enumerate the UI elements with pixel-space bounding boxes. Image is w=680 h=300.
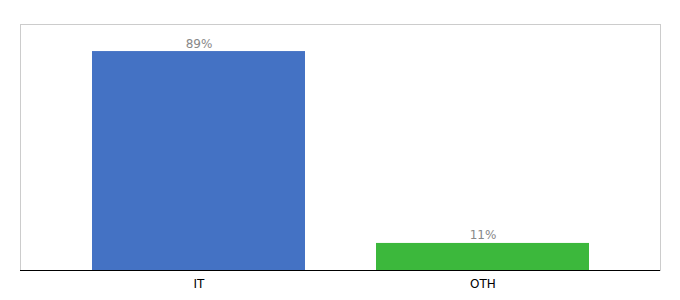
svg-text:89%: 89% (186, 37, 213, 51)
svg-text:IT: IT (194, 277, 206, 291)
svg-text:11%: 11% (470, 228, 497, 242)
svg-text:OTH: OTH (470, 277, 496, 291)
